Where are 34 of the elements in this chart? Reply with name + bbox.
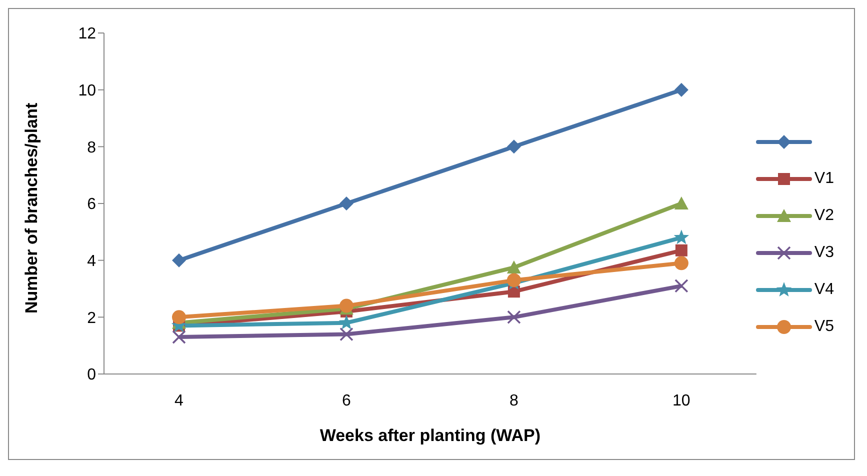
legend-label: V1	[814, 170, 834, 188]
y-tick-label: 0	[87, 366, 96, 384]
point	[675, 244, 688, 256]
point	[674, 279, 688, 293]
x-tick-label: 6	[342, 392, 352, 410]
y-tick-label: 12	[78, 26, 96, 43]
point	[172, 330, 186, 344]
point	[507, 310, 521, 324]
y-tick-label: 2	[87, 310, 96, 327]
point	[674, 230, 690, 244]
point	[674, 256, 688, 270]
point	[172, 310, 186, 324]
y-tick-label: 8	[87, 139, 96, 156]
point	[506, 273, 521, 288]
legend-label: V4	[814, 280, 834, 298]
x-tick-label: 10	[672, 392, 690, 410]
point	[674, 82, 688, 97]
point	[506, 260, 521, 274]
y-tick-label: 10	[78, 82, 96, 100]
point	[674, 196, 688, 210]
legend-label: V5	[814, 318, 834, 336]
point	[172, 253, 186, 268]
y-tick-label: 6	[87, 196, 96, 214]
point	[340, 327, 354, 342]
x-tick-label: 8	[509, 392, 518, 410]
point	[339, 196, 354, 210]
legend-label: V2	[814, 206, 834, 224]
legend-label: V3	[814, 244, 834, 262]
point	[506, 140, 521, 154]
y-tick-label: 4	[87, 253, 96, 270]
x-tick-label: 4	[174, 392, 184, 410]
x-axis-title: Weeks after planting (WAP)	[320, 426, 541, 445]
y-axis-title: Number of branches/plant	[22, 102, 42, 314]
point	[339, 298, 354, 313]
